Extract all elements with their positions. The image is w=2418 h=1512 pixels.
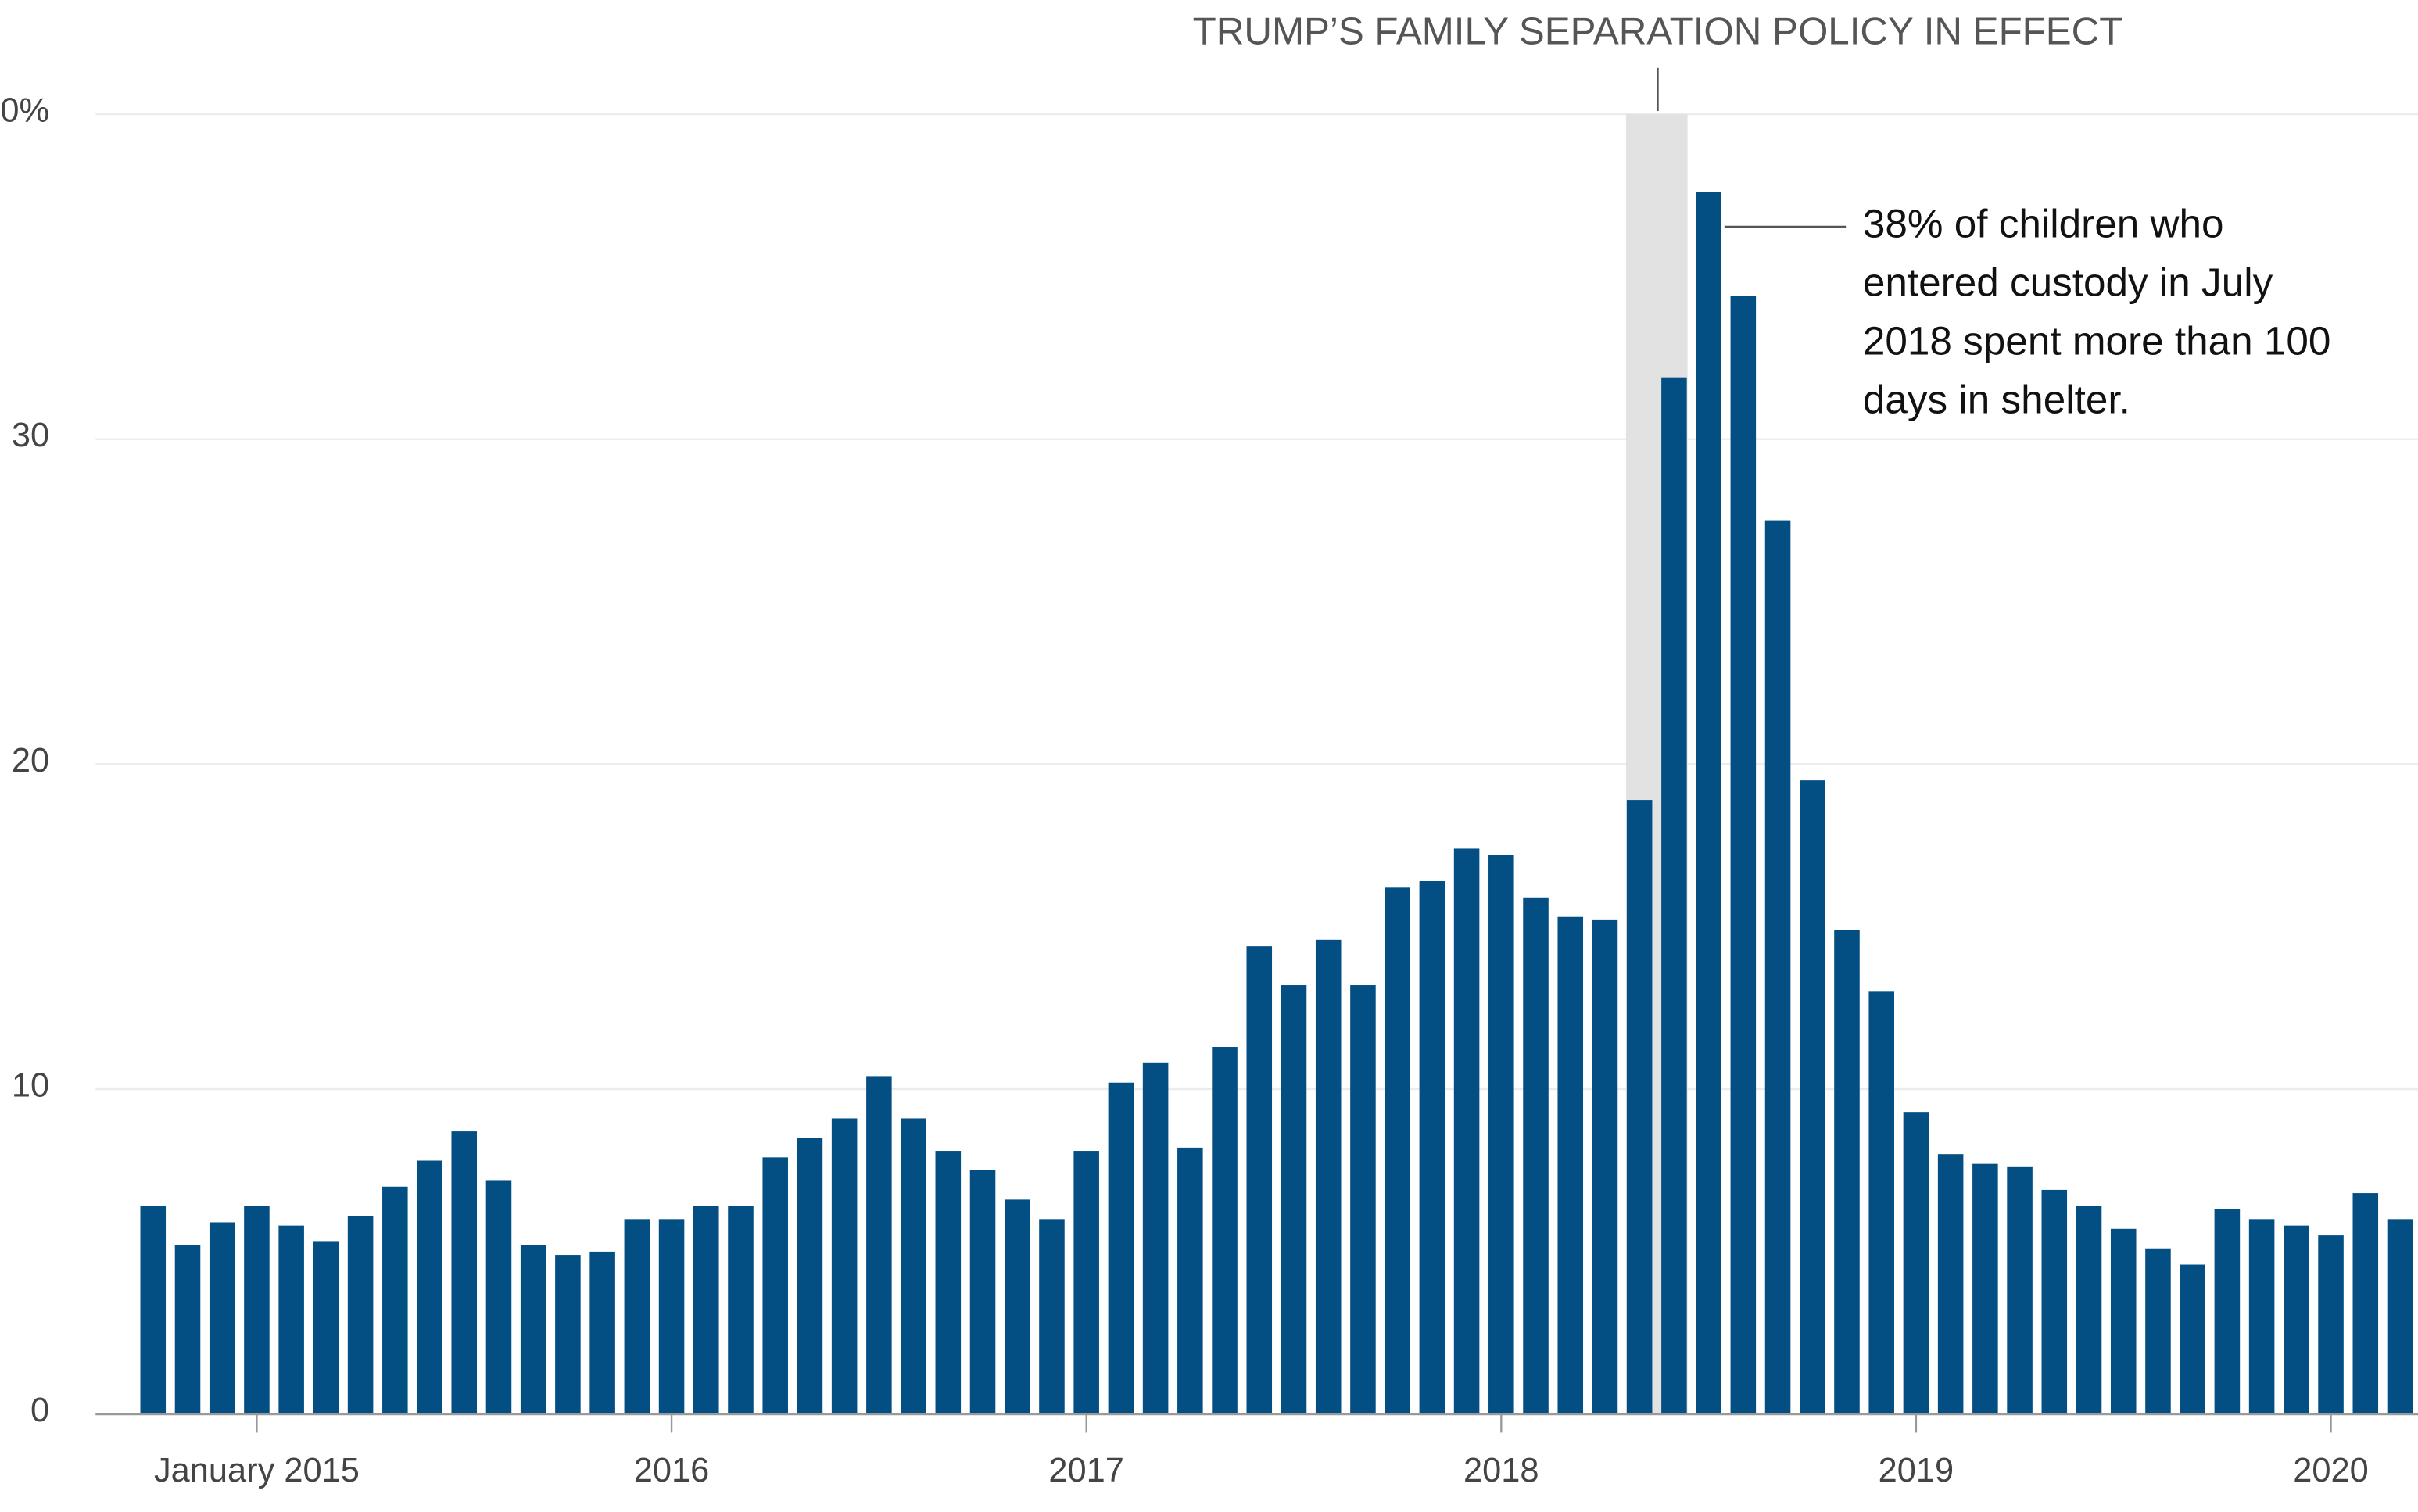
bar xyxy=(174,1245,201,1414)
bar xyxy=(1799,780,1825,1414)
bar xyxy=(969,1170,996,1414)
y-tick-label: 10 xyxy=(12,1067,49,1105)
bar xyxy=(1177,1147,1203,1414)
bar xyxy=(1903,1112,1929,1414)
bar xyxy=(1142,1062,1169,1414)
bar xyxy=(555,1255,581,1414)
bar xyxy=(2214,1209,2241,1414)
callout-text: 38% of children who xyxy=(1863,201,2224,245)
bar xyxy=(2387,1219,2413,1414)
bar xyxy=(2076,1206,2102,1414)
bar xyxy=(797,1138,823,1414)
bar xyxy=(209,1222,235,1414)
bar xyxy=(624,1219,650,1414)
bar xyxy=(1834,930,1860,1414)
bar xyxy=(1385,887,1410,1414)
y-tick-label: 0 xyxy=(30,1392,49,1429)
bar xyxy=(485,1180,512,1414)
bar xyxy=(1039,1219,1065,1414)
x-tick-label: 2018 xyxy=(1463,1452,1539,1489)
bar xyxy=(1972,1163,1998,1414)
bar xyxy=(1108,1082,1134,1414)
bar xyxy=(1730,296,1757,1414)
bar xyxy=(244,1206,270,1414)
bar xyxy=(2248,1219,2275,1414)
bar xyxy=(1004,1199,1030,1414)
bar xyxy=(762,1157,788,1414)
callout-text: 2018 spent more than 100 xyxy=(1863,318,2331,363)
bar xyxy=(866,1076,892,1414)
bar xyxy=(278,1225,304,1414)
bar xyxy=(2145,1248,2171,1414)
bar xyxy=(2352,1193,2379,1414)
bar xyxy=(313,1241,339,1414)
bar xyxy=(1626,800,1653,1414)
x-tick-label: January 2015 xyxy=(154,1452,360,1489)
bar xyxy=(1281,985,1307,1414)
x-tick-label: 2019 xyxy=(1879,1452,1954,1489)
bar xyxy=(1764,520,1791,1414)
y-tick-label: 20 xyxy=(12,742,49,779)
bar xyxy=(2180,1264,2205,1414)
bar xyxy=(1661,377,1687,1414)
bar xyxy=(1246,946,1273,1414)
bar xyxy=(2284,1225,2309,1414)
bar xyxy=(1868,991,1894,1414)
bar xyxy=(2007,1166,2033,1414)
callout-text: days in shelter. xyxy=(1863,377,2130,421)
bar xyxy=(1350,985,1376,1414)
bar xyxy=(2041,1189,2068,1414)
bar xyxy=(1315,939,1342,1414)
bar xyxy=(382,1186,408,1414)
bar xyxy=(658,1219,685,1414)
bar xyxy=(140,1206,167,1414)
bar xyxy=(1557,916,1584,1414)
bar xyxy=(1937,1154,1964,1414)
bar xyxy=(1488,855,1514,1414)
bar xyxy=(1212,1047,1238,1414)
bar xyxy=(1523,897,1549,1414)
bar xyxy=(831,1118,858,1414)
callout-text: entered custody in July xyxy=(1863,260,2273,304)
bar xyxy=(589,1251,615,1414)
bar xyxy=(2318,1235,2344,1414)
x-tick-label: 2017 xyxy=(1048,1452,1124,1489)
bar xyxy=(520,1245,546,1414)
x-tick-label: 2016 xyxy=(634,1452,710,1489)
bar xyxy=(347,1216,374,1414)
y-tick-label: 40% xyxy=(0,91,49,129)
bar xyxy=(417,1160,442,1414)
bar xyxy=(1592,919,1618,1414)
bar xyxy=(451,1131,478,1414)
policy-label: TRUMP’S FAMILY SEPARATION POLICY IN EFFE… xyxy=(1193,9,2123,52)
x-tick-label: 2020 xyxy=(2293,1452,2369,1489)
bar xyxy=(693,1206,719,1414)
bar xyxy=(728,1206,754,1414)
y-tick-label: 30 xyxy=(12,417,49,454)
bar xyxy=(1419,881,1445,1414)
bar xyxy=(1073,1151,1099,1414)
bar xyxy=(935,1151,962,1414)
bar xyxy=(901,1118,926,1414)
bar xyxy=(1696,192,1721,1414)
bar xyxy=(1453,848,1480,1414)
bar xyxy=(2110,1228,2137,1414)
